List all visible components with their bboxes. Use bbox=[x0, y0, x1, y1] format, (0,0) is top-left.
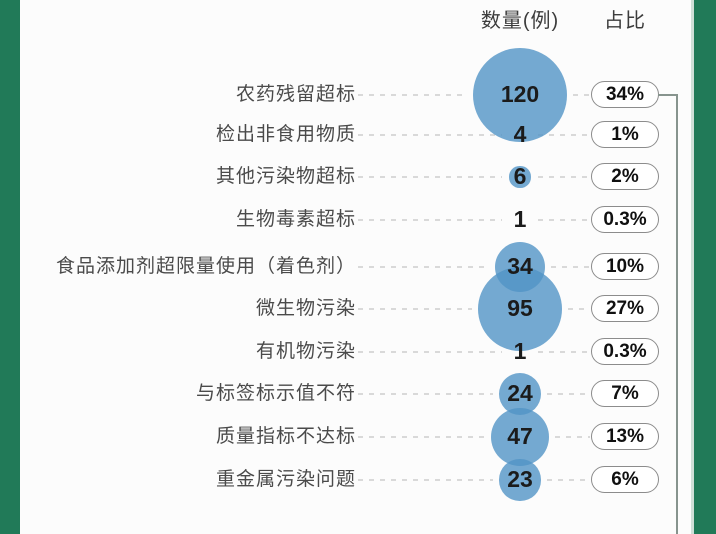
share-percent-badge: 1% bbox=[591, 121, 659, 148]
leader-dash-right bbox=[538, 134, 590, 136]
leader-dash-left bbox=[358, 436, 485, 438]
quantity-value: 1 bbox=[513, 206, 527, 232]
connector-line-vertical bbox=[676, 94, 678, 534]
leader-dash-left bbox=[358, 351, 502, 353]
share-percent-badge: 2% bbox=[591, 163, 659, 190]
quantity-bubble bbox=[478, 267, 562, 351]
left-green-bar bbox=[0, 0, 20, 534]
quantity-bubble bbox=[509, 166, 531, 188]
row-label: 生物毒素超标 bbox=[235, 209, 356, 230]
row-label: 检出非食用物质 bbox=[215, 124, 356, 145]
row-label: 食品添加剂超限量使用（着色剂） bbox=[55, 256, 356, 277]
quantity-value: 34 bbox=[507, 253, 533, 279]
quantity-value: 95 bbox=[507, 295, 533, 321]
leader-dash-left bbox=[358, 308, 473, 310]
row-label: 农药残留超标 bbox=[235, 84, 356, 105]
row-label: 其他污染物超标 bbox=[215, 166, 356, 187]
leader-dash-right bbox=[555, 436, 590, 438]
share-percent-badge: 27% bbox=[591, 295, 659, 322]
row-label: 与标签标示值不符 bbox=[195, 383, 356, 404]
row-label: 有机物污染 bbox=[255, 341, 356, 362]
leader-dash-right bbox=[546, 479, 590, 481]
leader-dash-left bbox=[358, 134, 502, 136]
leader-dash-right bbox=[538, 176, 590, 178]
connector-line-horizontal bbox=[658, 94, 678, 96]
quantity-value: 23 bbox=[507, 466, 533, 492]
right-green-bar bbox=[694, 0, 716, 534]
leader-dash-right bbox=[567, 308, 590, 310]
quantity-bubble bbox=[472, 47, 568, 143]
leader-dash-right bbox=[551, 266, 590, 268]
share-percent-badge: 7% bbox=[591, 380, 659, 407]
quantity-value: 1 bbox=[513, 338, 527, 364]
quantity-value: 6 bbox=[513, 163, 527, 189]
leader-dash-left bbox=[358, 94, 467, 96]
quantity-bubble bbox=[490, 407, 550, 467]
leader-dash-right bbox=[538, 351, 590, 353]
column-header-share: 占比 bbox=[604, 10, 646, 32]
share-percent-badge: 6% bbox=[591, 466, 659, 493]
row-label: 重金属污染问题 bbox=[215, 469, 356, 490]
share-percent-badge: 0.3% bbox=[591, 338, 659, 365]
share-percent-badge: 0.3% bbox=[591, 206, 659, 233]
share-percent-badge: 10% bbox=[591, 253, 659, 280]
share-percent-badge: 34% bbox=[591, 81, 659, 108]
quantity-value: 4 bbox=[513, 121, 527, 147]
leader-dash-left bbox=[358, 393, 493, 395]
quantity-bubble bbox=[499, 459, 541, 501]
column-header-quantity: 数量(例) bbox=[480, 10, 560, 32]
quantity-value: 24 bbox=[507, 380, 533, 406]
share-percent-badge: 13% bbox=[591, 423, 659, 450]
leader-dash-left bbox=[358, 479, 494, 481]
row-label: 质量指标不达标 bbox=[215, 426, 356, 447]
leader-dash-right bbox=[547, 393, 590, 395]
quantity-value: 47 bbox=[507, 423, 533, 449]
leader-dash-left bbox=[358, 176, 502, 178]
quantity-value: 120 bbox=[500, 81, 540, 107]
leader-dash-left bbox=[358, 219, 502, 221]
row-label: 微生物污染 bbox=[255, 298, 356, 319]
leader-dash-right bbox=[573, 94, 590, 96]
leader-dash-left bbox=[358, 266, 489, 268]
leader-dash-right bbox=[538, 219, 590, 221]
right-green-strip bbox=[691, 0, 694, 534]
